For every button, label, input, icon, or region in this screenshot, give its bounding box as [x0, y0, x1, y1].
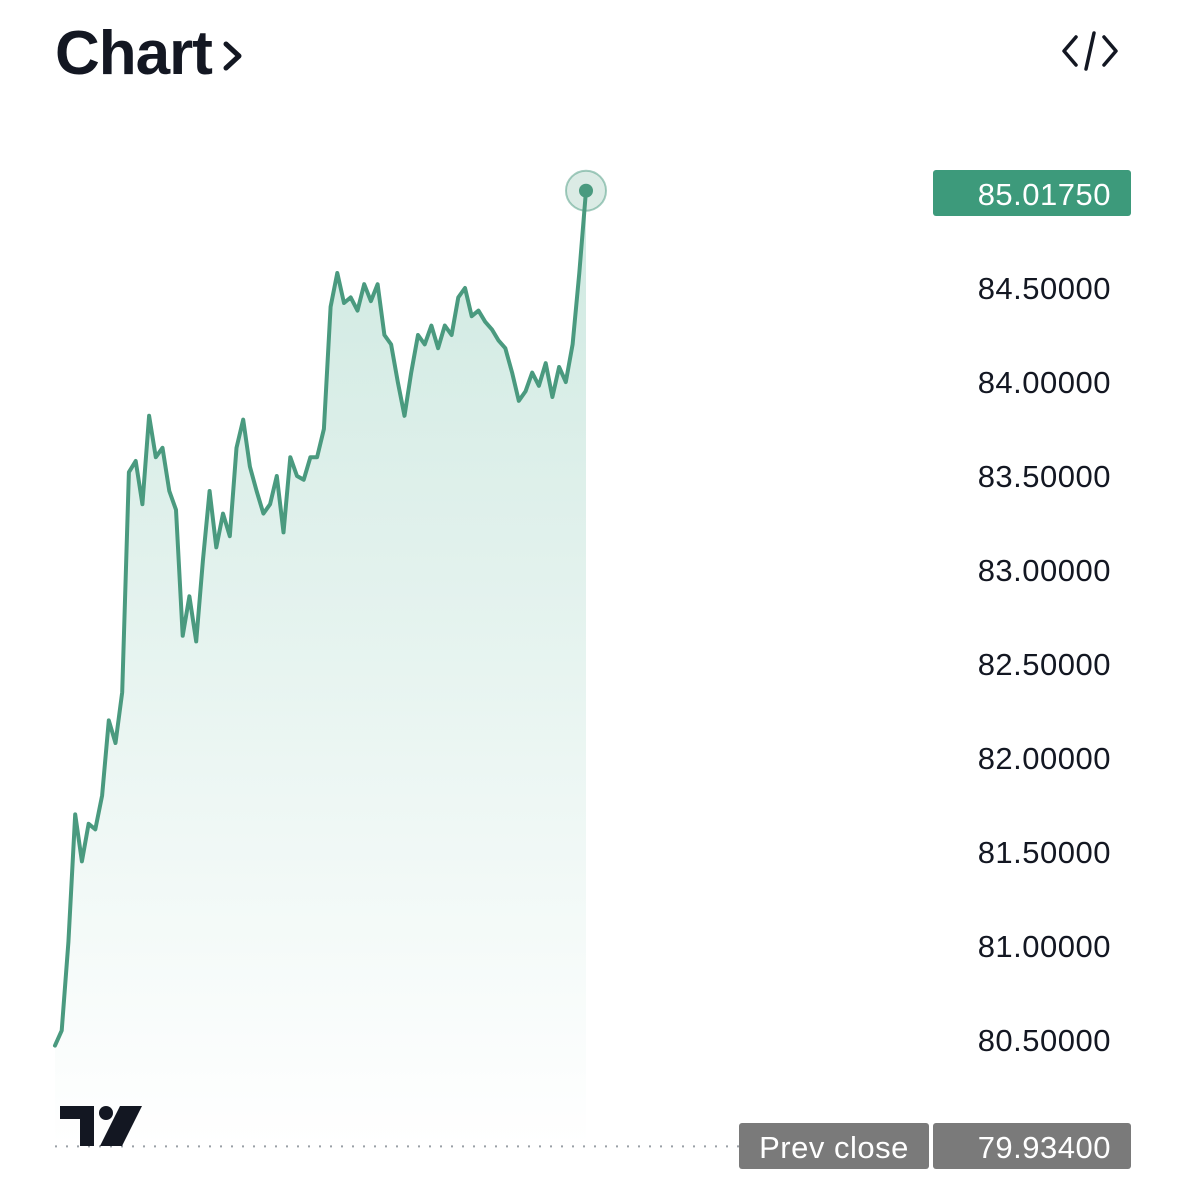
page-title: Chart: [55, 19, 213, 88]
y-tick-label: 84.00000: [978, 365, 1111, 400]
last-price-badge: 85.01750: [933, 170, 1131, 216]
y-tick-label: 83.50000: [978, 459, 1111, 494]
chevron-right-icon: [222, 18, 244, 89]
prev-close-label: Prev close: [759, 1130, 909, 1165]
prev-close-badge: Prev close 79.93400: [739, 1123, 1131, 1169]
price-line: [53, 188, 588, 1048]
y-tick-label: 80.50000: [978, 1023, 1111, 1058]
y-tick-label: 81.50000: [978, 835, 1111, 870]
y-tick-label: 80.00000: [978, 1117, 1111, 1152]
last-point-marker: [579, 183, 593, 198]
last-price-label: 85.01750: [978, 177, 1111, 212]
chart-title-link[interactable]: Chart: [55, 18, 244, 89]
tradingview-logo-icon: [60, 1106, 142, 1146]
y-tick-label: 82.50000: [978, 647, 1111, 682]
prev-close-value: 79.93400: [978, 1130, 1111, 1165]
y-tick-label: 82.00000: [978, 741, 1111, 776]
y-tick-label: 81.00000: [978, 929, 1111, 964]
price-area-fill: [55, 190, 586, 1147]
code-embed-icon: [1062, 31, 1118, 71]
y-tick-label: 84.50000: [978, 271, 1111, 306]
y-tick-label: 83.00000: [978, 553, 1111, 588]
embed-code-button[interactable]: [1058, 26, 1122, 76]
